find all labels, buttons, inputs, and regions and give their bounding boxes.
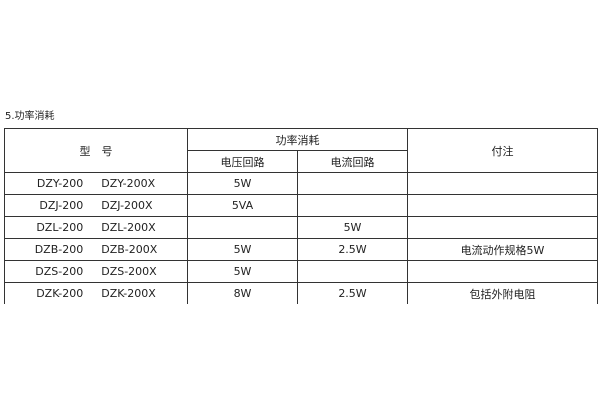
current-cell: 2.5W xyxy=(297,282,408,304)
note-cell: 电流动作规格5W xyxy=(407,238,598,261)
table-row: DZL-200 DZL-200X 5W xyxy=(4,216,598,239)
model-a: DZL-200 xyxy=(36,221,84,234)
voltage-cell: 5W xyxy=(187,260,298,283)
voltage-cell: 5W xyxy=(187,172,298,195)
model-a: DZB-200 xyxy=(34,243,84,256)
voltage-cell xyxy=(187,216,298,239)
power-consumption-table: 型 号 功率消耗 付注 电压回路 电流回路 DZY-200 DZY-200X 5W… xyxy=(4,128,598,304)
note-cell: 包括外附电阻 xyxy=(407,282,598,304)
table-row: DZB-200 DZB-200X 5W 2.5W 电流动作规格5W xyxy=(4,238,598,261)
model-cell: DZB-200 DZB-200X xyxy=(4,238,188,261)
model-b: DZB-200X xyxy=(101,243,158,256)
note-cell xyxy=(407,194,598,217)
voltage-cell: 5VA xyxy=(187,194,298,217)
model-b: DZS-200X xyxy=(101,265,157,278)
model-a: DZY-200 xyxy=(36,177,84,190)
current-cell xyxy=(297,172,408,195)
current-cell: 5W xyxy=(297,216,408,239)
table-row: DZY-200 DZY-200X 5W xyxy=(4,172,598,195)
note-cell xyxy=(407,216,598,239)
model-b: DZY-200X xyxy=(101,177,156,190)
header-row: 型 号 功率消耗 付注 xyxy=(4,128,598,173)
voltage-cell: 8W xyxy=(187,282,298,304)
model-a: DZK-200 xyxy=(36,287,84,300)
current-cell: 2.5W xyxy=(297,238,408,261)
header-current-circuit: 电流回路 xyxy=(297,150,408,173)
section-title: 5.功率消耗 xyxy=(5,111,55,122)
table-row: DZK-200 DZK-200X 8W 2.5W 包括外附电阻 xyxy=(4,282,598,304)
current-cell xyxy=(297,260,408,283)
model-b: DZJ-200X xyxy=(101,199,153,212)
model-a: DZJ-200 xyxy=(39,199,84,212)
model-cell: DZK-200 DZK-200X xyxy=(4,282,188,304)
model-a: DZS-200 xyxy=(35,265,84,278)
model-cell: DZY-200 DZY-200X xyxy=(4,172,188,195)
model-b: DZK-200X xyxy=(101,287,156,300)
header-model: 型 号 xyxy=(4,128,188,173)
model-b: DZL-200X xyxy=(101,221,156,234)
model-cell: DZL-200 DZL-200X xyxy=(4,216,188,239)
header-notes: 付注 xyxy=(407,128,598,173)
note-cell xyxy=(407,172,598,195)
table-row: DZJ-200 DZJ-200X 5VA xyxy=(4,194,598,217)
voltage-cell: 5W xyxy=(187,238,298,261)
model-cell: DZS-200 DZS-200X xyxy=(4,260,188,283)
header-voltage-circuit: 电压回路 xyxy=(187,150,298,173)
table-row: DZS-200 DZS-200X 5W xyxy=(4,260,598,283)
current-cell xyxy=(297,194,408,217)
note-cell xyxy=(407,260,598,283)
model-cell: DZJ-200 DZJ-200X xyxy=(4,194,188,217)
header-power: 功率消耗 xyxy=(187,128,408,151)
